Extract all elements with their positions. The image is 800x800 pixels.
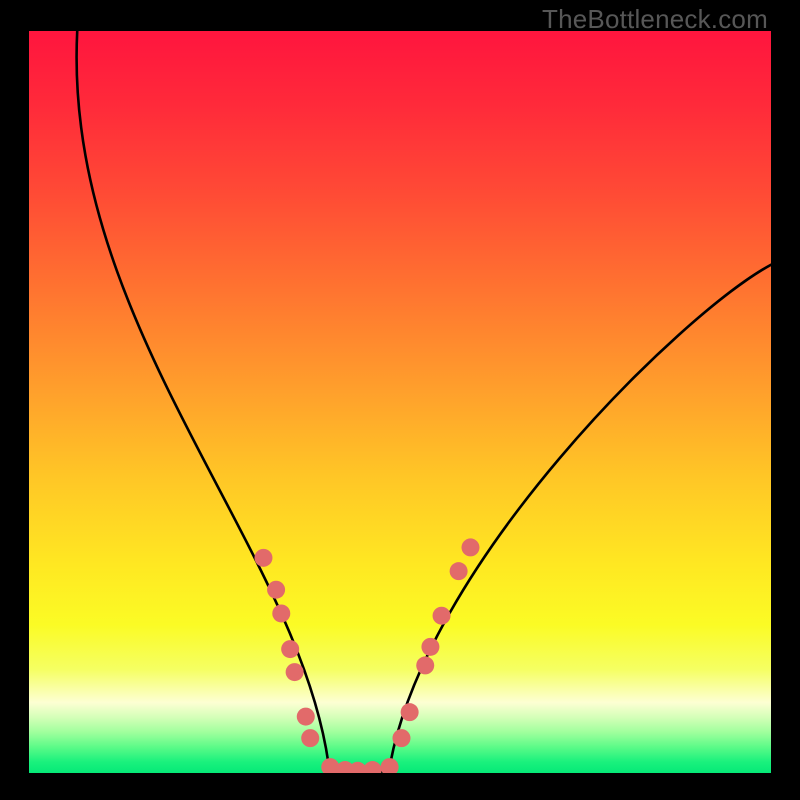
marker-dot [254, 549, 272, 567]
gradient-background [29, 31, 771, 773]
marker-dot [272, 604, 290, 622]
marker-dot [281, 640, 299, 658]
marker-dot [392, 729, 410, 747]
marker-dot [297, 708, 315, 726]
marker-dot [433, 607, 451, 625]
marker-dot [450, 562, 468, 580]
watermark-text: TheBottleneck.com [542, 4, 768, 35]
marker-dot [416, 656, 434, 674]
marker-dot [401, 703, 419, 721]
marker-dot [421, 638, 439, 656]
marker-dot [461, 538, 479, 556]
bottleneck-chart [29, 31, 771, 773]
marker-dot [267, 581, 285, 599]
marker-dot [286, 663, 304, 681]
marker-dot [301, 729, 319, 747]
